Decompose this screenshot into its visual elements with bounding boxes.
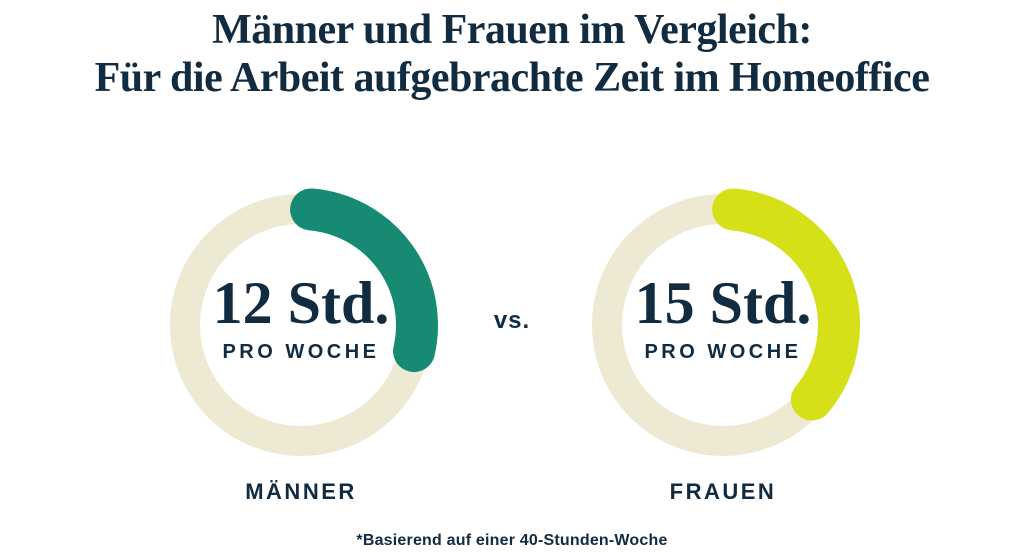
footnote: *Basierend auf einer 40-Stunden-Woche — [356, 532, 668, 549]
ring-progress-arc-women — [712, 188, 860, 421]
title-line-1: Männer und Frauen im Vergleich: — [212, 7, 812, 53]
ring-progress-arc-men — [290, 188, 438, 373]
group-label-women: FRAUEN — [669, 479, 777, 504]
donut-block-women: 15 Std. PRO WOCHE FRAUEN — [586, 188, 860, 505]
vs-label: vs. — [493, 307, 531, 334]
comparison-row: 12 Std. PRO WOCHE MÄNNER vs. 15 Std. PRO… — [0, 188, 1024, 505]
donut-block-men: 12 Std. PRO WOCHE MÄNNER — [164, 188, 438, 505]
donut-chart-men-icon — [170, 188, 438, 456]
group-label-men: MÄNNER — [245, 479, 357, 504]
page-title: Männer und Frauen im Vergleich: Für die … — [0, 6, 1024, 102]
donut-chart-women-icon — [592, 188, 860, 456]
title-line-2: Für die Arbeit aufgebrachte Zeit im Home… — [94, 55, 930, 101]
